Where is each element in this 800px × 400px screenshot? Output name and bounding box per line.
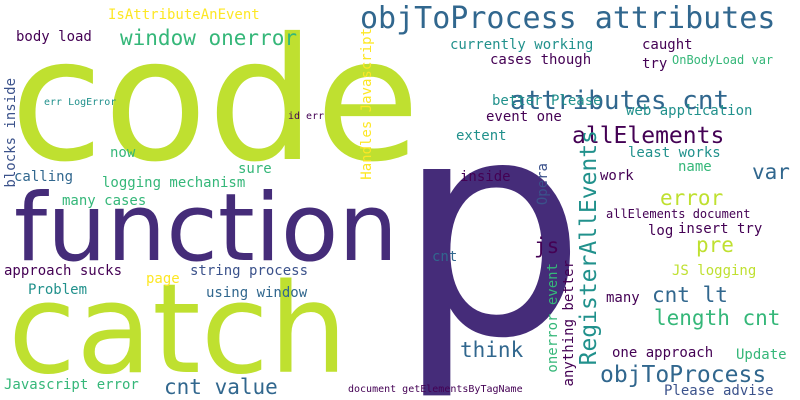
word-web-application: web application [626,103,753,119]
word-pre: pre [696,233,734,257]
word-js: js [534,234,560,258]
word-name: name [678,159,712,175]
word-attributes-cnt: attributes cnt [510,86,730,116]
word-now: now [110,145,136,161]
word-window-onerror: window onerror [120,26,298,50]
word-page: page [146,271,180,287]
word-anything-better: anything better [561,260,577,387]
word-cnt-value: cnt value [164,375,278,399]
word-err-logerror: err LogError [44,97,117,108]
word-objtoprocess: objToProcess [600,362,767,388]
word-caught: caught [642,37,693,53]
word-sure: sure [238,161,272,177]
word-least-works: least works [628,145,721,161]
word-catch: catch [8,258,348,400]
word-please-advise: Please advise [664,383,774,399]
word-log: log [648,223,674,239]
word-cnt: cnt [432,249,458,265]
word-problem: Problem [28,282,88,298]
word-one-approach: one approach [612,345,714,361]
word-extent: extent [456,128,507,144]
word-js-logging: JS logging [672,263,757,279]
word-registerallevents: RegisterAllEvents [576,130,602,366]
word-onerror-event: onerror event [545,263,561,373]
word-var: var [752,160,790,184]
word-logging-mechanism: logging mechanism [102,175,246,191]
word-opera: Opera [535,163,551,206]
word-cases-though: cases though [490,52,592,68]
word-event-one: event one [486,109,562,125]
word-calling: calling [14,169,74,185]
word-code: code [10,2,420,200]
word-function: function [14,174,398,283]
word-javascript-error: Javascript error [4,377,139,393]
word-string-process: string process [190,263,309,279]
word-cnt-lt: cnt lt [652,283,728,307]
word-id-err: id err [288,111,325,122]
word-p: p [396,55,587,400]
word-currently-working: currently working [450,37,594,53]
word-onbodyload-var: OnBodyLoad var [672,53,774,67]
word-handles-javascript: Handles Javascript [359,28,375,180]
word-error: error [660,186,724,210]
word-allelements-document: allElements document [606,207,751,221]
word-insert-try: insert try [678,221,763,237]
word-using-window: using window [206,285,308,301]
word-better-please: better Please [492,93,602,109]
word-objtoprocess-attributes: objToProcess attributes [360,1,776,36]
word-length-cnt: length cnt [654,306,781,330]
word-inside: inside [460,169,511,185]
word-allelements: allElements [572,123,725,149]
word-many-cases: many cases [62,193,147,209]
word-body-load: body load [16,29,92,45]
word-think: think [460,338,524,362]
word-update: Update [736,347,787,363]
word-try-1: try [642,56,668,72]
word-many: many [606,290,640,306]
word-document-getelementsbytagname: document getElementsByTagName [348,384,523,395]
word-approach-sucks: approach sucks [4,263,123,279]
word-isattributeanevent: IsAttributeAnEvent [108,7,260,23]
word-work: work [600,168,634,184]
